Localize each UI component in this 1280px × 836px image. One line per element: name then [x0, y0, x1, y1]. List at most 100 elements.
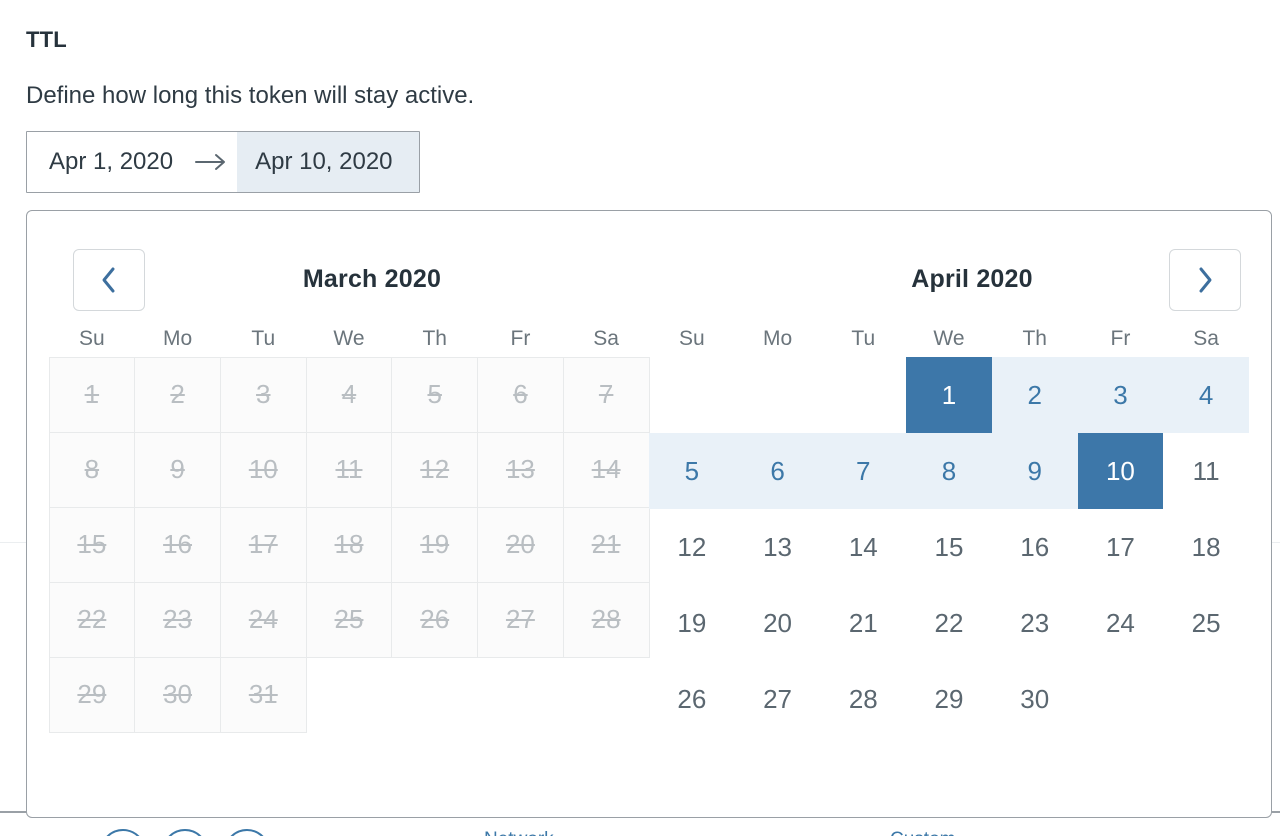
weekday-label-tu: Tu [851, 327, 876, 350]
day-cell-march-10: 10 [219, 431, 307, 508]
weekday-label-th: Th [1022, 327, 1047, 350]
day-cell-april-1[interactable]: 1 [906, 357, 992, 433]
day-cell-march-24: 24 [219, 581, 307, 658]
day-cell-april-13[interactable]: 13 [763, 531, 793, 562]
start-date-field[interactable]: Apr 1, 2020 [49, 148, 174, 175]
day-cell-march-19: 19 [391, 506, 479, 583]
weekday-label-fr: Fr [510, 327, 531, 350]
day-cell-march-6: 6 [477, 356, 564, 433]
weekday-label-su: Su [79, 327, 105, 350]
next-month-button[interactable] [1169, 249, 1241, 311]
day-cell-april-10[interactable]: 10 [1077, 433, 1164, 509]
day-cell-march-22: 22 [48, 581, 136, 658]
weekday-label-fr: Fr [1110, 327, 1131, 350]
page-title: TTL [26, 27, 67, 52]
weekday-label-we: We [933, 327, 965, 350]
day-cell-april-26[interactable]: 26 [677, 683, 707, 714]
day-cell-march-15: 15 [48, 506, 136, 583]
day-cell-empty [735, 357, 821, 433]
day-cell-april-16[interactable]: 16 [1020, 531, 1050, 562]
day-cell-april-14[interactable]: 14 [848, 531, 878, 562]
chevron-left-icon [99, 265, 119, 295]
day-cell-march-7: 7 [562, 356, 650, 433]
calendar-header: March 2020 April 2020 [27, 211, 1271, 321]
date-range-input[interactable]: Apr 1, 2020 Apr 10, 2020 [26, 131, 420, 193]
day-cell-april-3[interactable]: 3 [1077, 357, 1164, 433]
day-cell-april-30[interactable]: 30 [1020, 683, 1050, 714]
day-cell-april-20[interactable]: 20 [763, 607, 793, 638]
weekday-label-th: Th [422, 327, 447, 350]
end-date-field[interactable]: Apr 10, 2020 [237, 132, 419, 192]
day-grid-march: 1 2 3 4 5 6 7 8 9 10 11 12 13 14 15 16 17 18 19 20 21 22 23 24 2… [48, 356, 650, 733]
weekday-label-mo: Mo [162, 327, 193, 350]
day-cell-april-18[interactable]: 18 [1191, 531, 1221, 562]
day-cell-march-17: 17 [219, 506, 307, 583]
month-title-march: March 2020 [302, 265, 442, 293]
day-cell-empty [1163, 661, 1249, 737]
avatar[interactable] [100, 829, 146, 836]
day-cell-march-20: 20 [477, 506, 564, 583]
day-cell-march-18: 18 [305, 506, 393, 583]
day-cell-april-7[interactable]: 7 [820, 433, 907, 509]
background-avatar-group [100, 829, 270, 836]
calendar-body: Su Mo Tu We Th Fr Sa 1 2 3 4 5 6 7 8 9 10 11 12 13 14 15 16 17… [27, 321, 1271, 737]
day-cell-april-28[interactable]: 28 [848, 683, 878, 714]
day-cell-march-3: 3 [219, 356, 307, 433]
day-cell-april-11[interactable]: 11 [1192, 455, 1220, 486]
day-cell-empty [392, 657, 478, 733]
weekday-row-march: Su Mo Tu We Th Fr Sa [49, 321, 649, 357]
day-cell-march-12: 12 [391, 431, 479, 508]
day-cell-april-15[interactable]: 15 [934, 531, 964, 562]
day-cell-april-2[interactable]: 2 [991, 357, 1078, 433]
day-cell-april-24[interactable]: 24 [1105, 607, 1135, 638]
day-cell-april-6[interactable]: 6 [734, 433, 821, 509]
weekday-label-sa: Sa [593, 327, 619, 350]
day-cell-march-1: 1 [48, 356, 136, 433]
background-bottom-label-custom[interactable]: Custom [890, 829, 955, 836]
day-cell-april-29[interactable]: 29 [934, 683, 964, 714]
day-cell-april-23[interactable]: 23 [1020, 607, 1050, 638]
prev-month-button[interactable] [73, 249, 145, 311]
day-cell-march-16: 16 [134, 506, 221, 583]
day-cell-empty [649, 357, 735, 433]
day-grid-april: 1 2 3 4 5 6 7 8 9 10 11 12 13 14 15 16 17 18 19 20 21 22 23 24 2… [649, 357, 1249, 737]
day-cell-april-5[interactable]: 5 [649, 433, 735, 509]
background-bottom-label-network[interactable]: Network [484, 829, 554, 836]
day-cell-april-22[interactable]: 22 [934, 607, 964, 638]
day-cell-april-19[interactable]: 19 [677, 607, 707, 638]
day-cell-march-28: 28 [562, 581, 650, 658]
avatar[interactable] [224, 829, 270, 836]
weekday-label-we: We [333, 327, 365, 350]
day-cell-empty [563, 657, 649, 733]
day-cell-march-11: 11 [305, 431, 393, 508]
day-cell-march-23: 23 [134, 581, 221, 658]
day-cell-march-5: 5 [391, 356, 479, 433]
day-cell-march-26: 26 [391, 581, 479, 658]
day-cell-march-9: 9 [134, 431, 221, 508]
day-cell-empty [1078, 661, 1164, 737]
day-cell-march-13: 13 [477, 431, 564, 508]
day-cell-april-4[interactable]: 4 [1163, 357, 1249, 433]
day-cell-april-8[interactable]: 8 [906, 433, 992, 509]
month-title-april: April 2020 [911, 265, 1033, 293]
day-cell-march-31: 31 [219, 656, 307, 733]
day-cell-april-12[interactable]: 12 [677, 531, 707, 562]
day-cell-april-21[interactable]: 21 [848, 607, 878, 638]
day-cell-april-27[interactable]: 27 [763, 683, 793, 714]
section-description: Define how long this token will stay act… [26, 82, 475, 109]
day-cell-march-30: 30 [134, 656, 221, 733]
chevron-right-icon [1195, 265, 1215, 295]
weekday-label-sa: Sa [1193, 327, 1219, 350]
day-cell-april-17[interactable]: 17 [1105, 531, 1135, 562]
weekday-label-su: Su [679, 327, 705, 350]
avatar[interactable] [162, 829, 208, 836]
day-cell-march-4: 4 [305, 356, 393, 433]
day-cell-april-9[interactable]: 9 [991, 433, 1078, 509]
calendar-month-march: Su Mo Tu We Th Fr Sa 1 2 3 4 5 6 7 8 9 10 11 12 13 14 15 16 17… [48, 321, 650, 737]
day-cell-march-27: 27 [477, 581, 564, 658]
day-cell-march-25: 25 [305, 581, 393, 658]
day-cell-april-25[interactable]: 25 [1191, 607, 1221, 638]
weekday-label-mo: Mo [762, 327, 793, 350]
